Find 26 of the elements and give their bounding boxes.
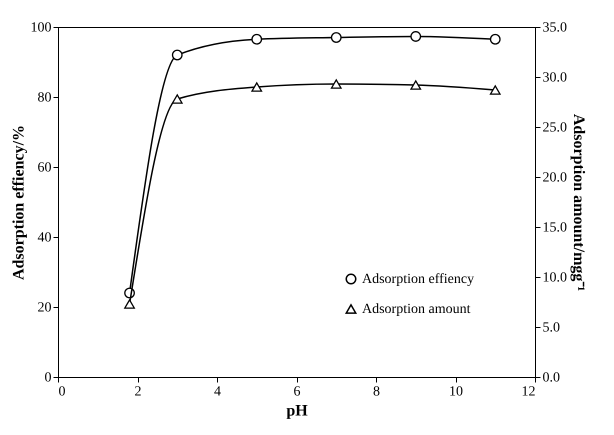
y2-tick-label: 5.0 — [542, 320, 560, 336]
y-tick-label: 20 — [38, 300, 52, 316]
x-tick-label: 10 — [449, 384, 463, 400]
y2-tick-label: 35.0 — [542, 20, 567, 36]
y2-tick-label: 20.0 — [542, 170, 567, 186]
x-tick-label: 12 — [522, 384, 536, 400]
y2-tick-label: 0.0 — [542, 370, 560, 386]
x-tick-label: 4 — [214, 384, 221, 400]
x-tick-label: 2 — [134, 384, 142, 400]
y2-tick-label: 15.0 — [542, 220, 567, 236]
legend-label: Adsorption amount — [362, 302, 471, 317]
x-axis-title: pH — [286, 402, 308, 420]
y-tick-label: 80 — [38, 90, 52, 106]
y-tick-label: 100 — [30, 20, 52, 36]
y-axis-title: Adsorption effiency/% — [10, 124, 28, 280]
x-tick-label: 6 — [294, 384, 300, 400]
y2-axis-title: Adsorption amount/mgg⁻¹ — [570, 114, 587, 292]
x-tick-label: 8 — [373, 384, 380, 400]
x-tick-label: 0 — [58, 384, 66, 400]
y-tick-label: 60 — [38, 160, 52, 176]
y2-tick-label: 25.0 — [542, 120, 567, 136]
y-tick-label: 40 — [38, 230, 52, 246]
y2-tick-label: 30.0 — [542, 70, 567, 86]
y2-tick-label: 10.0 — [542, 270, 567, 286]
legend-label: Adsorption effiency — [362, 272, 474, 287]
y-tick-label: 0 — [44, 370, 52, 386]
